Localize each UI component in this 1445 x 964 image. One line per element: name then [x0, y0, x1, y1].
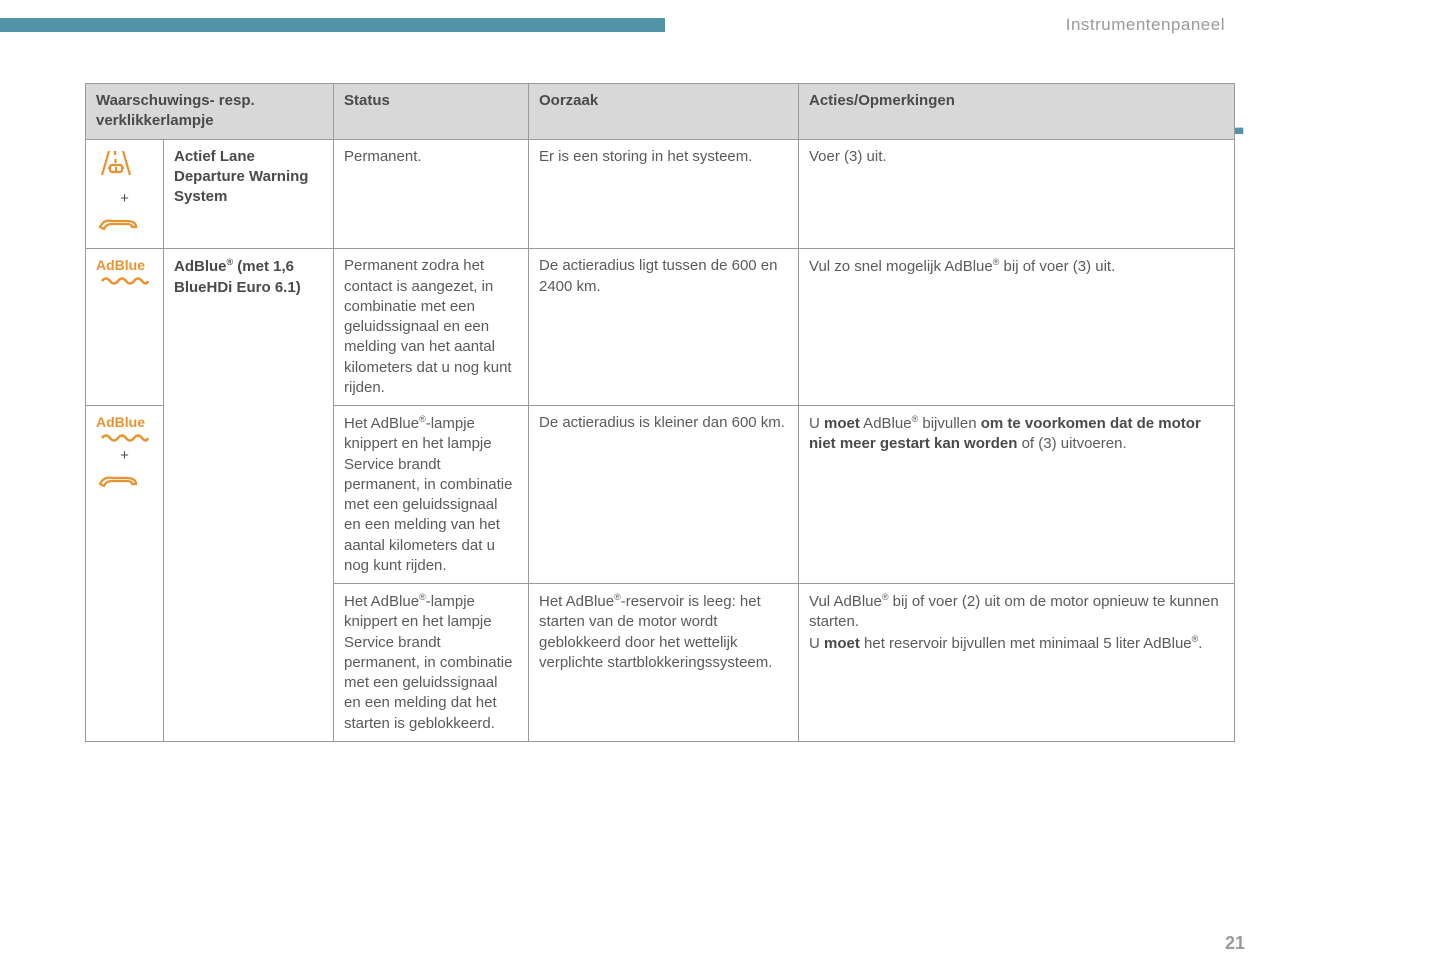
lane-departure-icon: [96, 147, 136, 179]
header-col1: Waarschuwings- resp. verklikkerlampje: [86, 84, 334, 140]
action-text: U moet AdBlue® bijvullen om te voorkomen…: [799, 406, 1235, 584]
adblue-label: AdBlue: [96, 413, 153, 432]
action-text: Vul AdBlue® bij of voer (2) uit om de mo…: [799, 584, 1235, 742]
action-text: Voer (3) uit.: [799, 139, 1235, 249]
icon-cell-adblue: AdBlue: [86, 249, 164, 406]
adblue-label: AdBlue: [96, 256, 153, 275]
icon-cell-lane-departure-wrench: +: [86, 139, 164, 249]
top-accent-bar: [0, 18, 665, 32]
table-row: AdBlue AdBlue® (met 1,6 BlueHDi Euro 6.1…: [86, 249, 1235, 406]
header-col2: Status: [334, 84, 529, 140]
adblue-wave-icon: [100, 275, 150, 285]
wrench-icon: [96, 213, 140, 235]
adblue-wave-icon: [100, 432, 150, 442]
header-col3: Oorzaak: [529, 84, 799, 140]
section-title: Instrumentenpaneel: [1066, 15, 1225, 35]
warning-name: AdBlue® (met 1,6 BlueHDi Euro 6.1): [164, 249, 334, 742]
table-header-row: Waarschuwings- resp. verklikkerlampje St…: [86, 84, 1235, 140]
table-row: + Actief Lane Departure Warning System P…: [86, 139, 1235, 249]
action-text: Vul zo snel mogelijk AdBlue® bij of voer…: [799, 249, 1235, 406]
plus-symbol: +: [96, 446, 153, 466]
cause-text: De actieradius is kleiner dan 600 km.: [529, 406, 799, 584]
status-text: Permanent zodra het contact is aangezet,…: [334, 249, 529, 406]
status-text: Permanent.: [334, 139, 529, 249]
page-number: 21: [1225, 933, 1245, 954]
cause-text: Het AdBlue®-reservoir is leeg: het start…: [529, 584, 799, 742]
warning-lights-table: Waarschuwings- resp. verklikkerlampje St…: [85, 83, 1235, 742]
cause-text: Er is een storing in het systeem.: [529, 139, 799, 249]
header-col4: Acties/Opmerkingen: [799, 84, 1235, 140]
status-text: Het AdBlue®-lampje knippert en het lampj…: [334, 406, 529, 584]
icon-cell-adblue-wrench: AdBlue +: [86, 406, 164, 742]
plus-symbol: +: [96, 189, 153, 209]
warning-name: Actief Lane Departure Warning System: [164, 139, 334, 249]
cause-text: De actieradius ligt tussen de 600 en 240…: [529, 249, 799, 406]
status-text: Het AdBlue®-lampje knippert en het lampj…: [334, 584, 529, 742]
wrench-icon: [96, 470, 140, 492]
